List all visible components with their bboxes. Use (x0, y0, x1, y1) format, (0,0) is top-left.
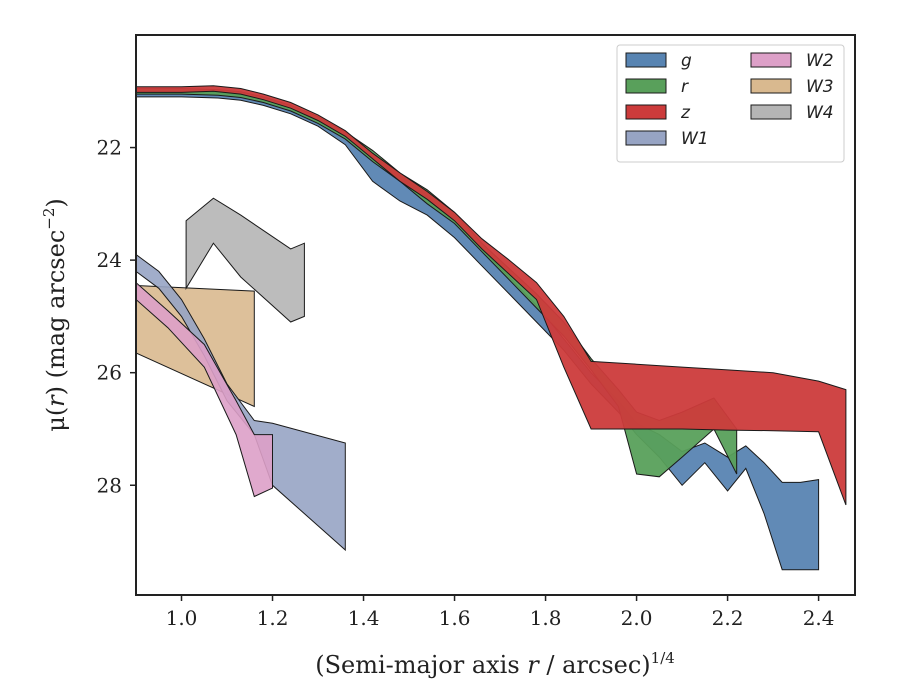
series-layer (136, 85, 847, 571)
band-w1 (136, 253, 346, 552)
x-tick-label: 1.2 (257, 606, 289, 630)
y-tick-label: 28 (97, 473, 122, 497)
legend-label-w4: W4 (806, 103, 834, 123)
legend-swatch-w3 (750, 78, 792, 94)
y-tick-label: 26 (97, 361, 122, 385)
x-tick-label: 2.4 (803, 606, 835, 630)
legend-swatch-z (625, 104, 667, 120)
legend-label-r: r (681, 77, 689, 97)
y-tick-label: 22 (97, 136, 122, 160)
y-tick-label: 24 (97, 248, 122, 272)
legend-label-w3: W3 (806, 77, 834, 97)
legend-label-g: g (681, 51, 692, 71)
ticks-layer: 1.0 1.2 1.4 1.6 1.8 2.0 2.2 2.4 22 24 26 28 (97, 136, 835, 630)
legend-label-w1: W1 (681, 129, 709, 149)
legend-swatch-w4 (750, 104, 792, 120)
plot-frame (135, 34, 856, 596)
band-z (136, 85, 847, 506)
x-axis-label: (Semi-major axis r / arcsec)1/4 (315, 649, 675, 679)
legend-label-z: z (680, 103, 691, 123)
legend-swatch-w2 (750, 52, 792, 68)
legend-swatch-g (625, 52, 667, 68)
band-r (136, 88, 738, 478)
x-tick-label: 1.8 (530, 606, 562, 630)
legend-swatch-r (625, 78, 667, 94)
y-axis-label: μ(r) (mag arcsec−2) (40, 198, 70, 432)
legend-frame (616, 44, 845, 163)
legend-label-w2: W2 (806, 51, 834, 71)
x-tick-label: 1.4 (348, 606, 380, 630)
band-w4 (185, 197, 305, 323)
x-tick-label: 2.2 (712, 606, 744, 630)
band-w2 (136, 281, 273, 498)
legend-swatch-w1 (625, 130, 667, 146)
x-tick-label: 1.6 (439, 606, 471, 630)
x-tick-label: 1.0 (166, 606, 198, 630)
x-tick-label: 2.0 (621, 606, 653, 630)
legend: grz W1 W2 W3 W4 (616, 44, 845, 163)
